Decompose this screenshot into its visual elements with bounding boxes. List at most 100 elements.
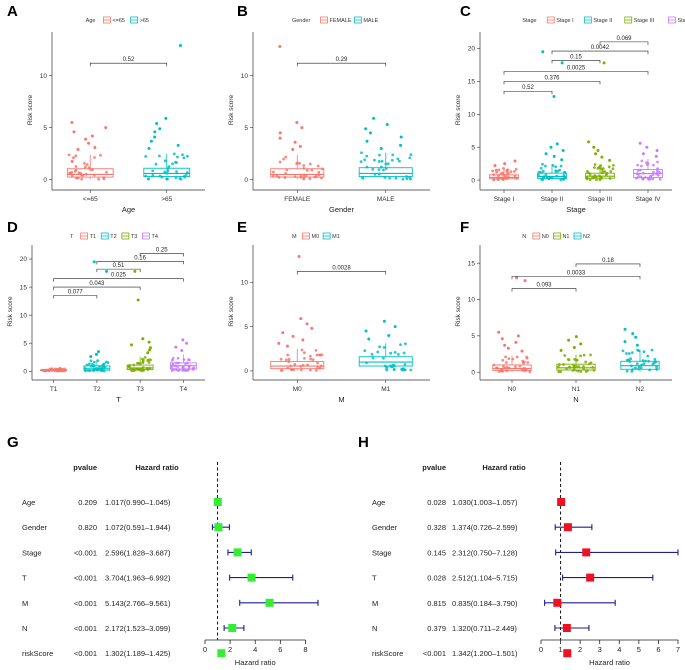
outlier-point [84,137,88,141]
data-point [279,369,283,372]
outlier-point [174,345,178,349]
data-point [67,153,71,157]
x-tick-label: 6 [278,645,282,654]
data-point [640,159,644,163]
row-hr-text: 1.342(1.200–1.501) [452,649,518,658]
data-point [360,151,363,155]
data-point [187,358,190,361]
x-tick-label: 3 [598,645,602,654]
data-point [83,161,86,165]
bracket-line [511,288,577,292]
x-tick-label: N2 [636,386,645,393]
outlier-point [104,126,108,130]
data-point [401,367,405,371]
x-tick-label: T4 [180,386,188,393]
comparison-bracket: 0.52 [503,85,553,95]
data-point [151,169,155,173]
row-pvalue: 0.328 [427,523,446,532]
outlier-point [136,298,140,302]
data-point [179,177,183,181]
x-tick-label: 0 [203,645,207,654]
box-iqr [126,364,154,371]
outlier-point [155,122,159,126]
legend-title: M [292,234,297,240]
outlier-point [372,116,376,120]
y-axis-label: Risk score [455,296,462,327]
outlier-point [147,340,151,344]
x-tick-label: Stage III [588,196,612,203]
outlier-point [153,135,157,139]
box-T4 [169,338,197,373]
comparison-bracket: 0.093 [511,283,577,292]
data-point [278,160,282,164]
data-point [505,369,509,373]
outlier-point [92,260,96,264]
x-tick-label: Stage II [541,196,564,203]
box-iqr [358,356,413,367]
data-point [68,171,72,175]
box-iqr [83,365,111,371]
y-tick-label: 0 [43,177,47,184]
panel-letter-B: B [237,3,248,20]
data-point [604,173,608,177]
y-tick-label: 20 [20,256,28,263]
data-point [309,357,313,361]
data-point [391,153,395,157]
hr-marker [247,573,256,582]
forest-row-N: N 0.379 1.320(0.711–2.449) [372,624,590,633]
outlier-point [387,333,391,337]
outlier-point [185,341,189,345]
data-point [402,351,406,355]
row-hr-text: 1.030(1.003–1.057) [452,498,518,507]
data-point [401,177,405,181]
data-point [389,351,393,355]
outlier-point [301,338,305,342]
data-point [308,162,312,166]
data-point [141,358,145,362]
data-point [370,352,374,356]
data-point [377,160,381,163]
outlier-point [299,317,303,321]
row-hr-text: 1.017(0.990–1.045) [105,498,171,507]
data-point [284,358,288,362]
outlier-point [291,334,295,338]
legend-label: M0 [312,234,320,240]
row-label: M [372,599,378,608]
y-tick-label: 15 [468,79,476,86]
hr-marker [214,523,223,532]
outlier-point [133,269,137,273]
data-point [311,358,315,362]
bracket-line [89,62,168,67]
bracket-pvalue: 0.077 [68,290,84,296]
data-point [585,170,589,173]
outlier-point [641,152,645,156]
y-tick-label: 0 [244,368,248,375]
outlier-point [635,343,639,347]
comparison-bracket: 0.16 [96,255,184,265]
outlier-point [523,279,527,283]
y-axis-label: Risk score [228,94,235,125]
outlier-point [94,352,98,356]
data-point [394,176,398,180]
bracket-line [503,71,649,75]
data-point [314,348,318,352]
data-point [99,153,102,157]
legend-B: Gender FEMALE MALE [292,16,379,24]
outlier-point [70,120,74,124]
data-point [302,351,306,355]
data-point [83,165,87,169]
data-point [308,354,312,358]
outlier-point [285,344,289,348]
data-point [371,356,375,360]
data-point [630,370,634,373]
y-tick-label: 10 [241,73,249,80]
forest-row-N: N <0.001 2.172(1.523–3.099) [22,624,245,633]
data-point [541,162,544,166]
bracket-line [296,62,387,67]
box-iqr [358,167,413,178]
panel-letter-E: E [237,219,247,236]
forest-row-Age: Age 0.028 1.030(1.003–1.057) [372,498,566,507]
legend-label: Stage I [556,18,574,24]
y-axis-label: Risk score [455,94,462,125]
outlier-point [368,131,372,135]
